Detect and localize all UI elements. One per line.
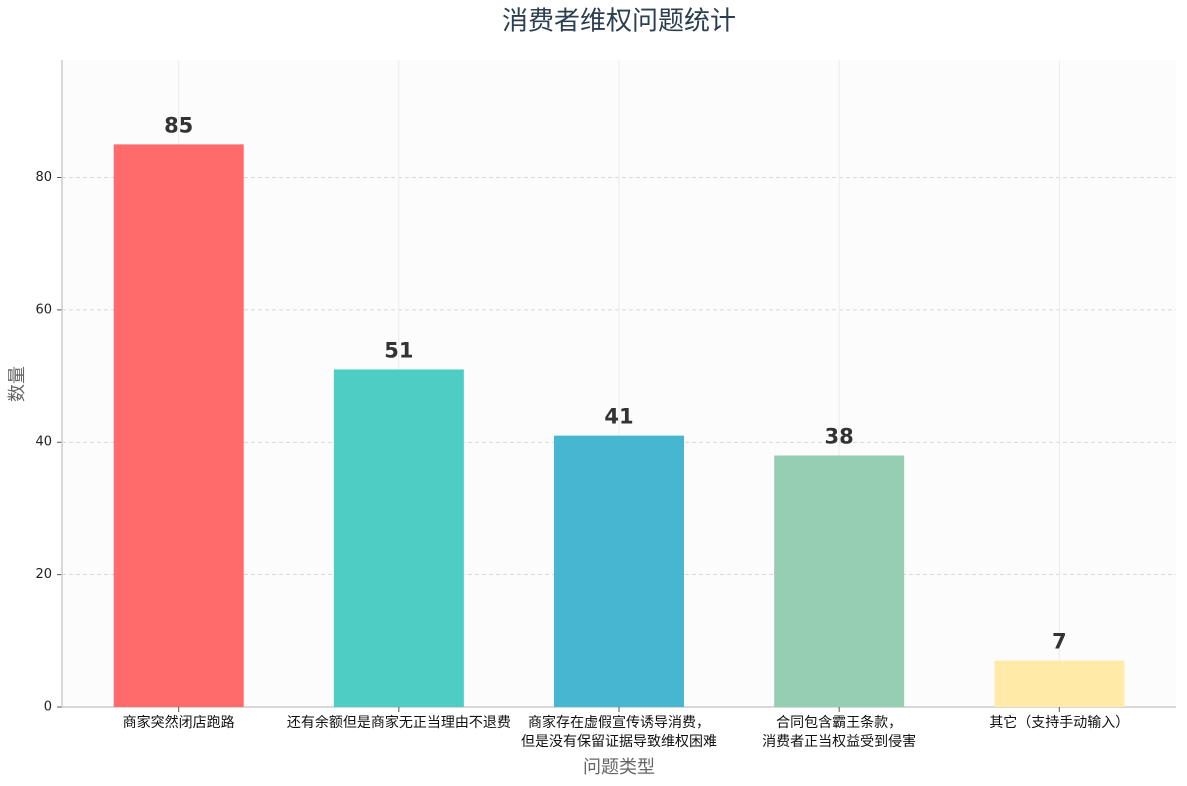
value-label: 38 (825, 424, 854, 448)
value-label: 85 (164, 113, 193, 137)
x-tick-label-line: 合同包含霸王条款， (776, 714, 902, 731)
y-tick-label: 80 (35, 170, 52, 185)
value-label: 41 (604, 405, 633, 429)
x-tick-label: 商家突然闭店跑路 (123, 714, 235, 731)
x-tick-label: 其它（支持手动输入） (989, 714, 1129, 731)
y-tick-label: 20 (35, 567, 52, 582)
bar (333, 369, 464, 707)
value-label: 51 (384, 338, 413, 362)
x-tick-label-line: 但是没有保留证据导致维权困难 (521, 734, 717, 750)
y-tick-label: 60 (35, 302, 52, 317)
bar (554, 435, 684, 707)
y-tick-label: 40 (35, 435, 52, 450)
value-label: 7 (1052, 630, 1067, 654)
y-tick-label: 0 (44, 700, 52, 715)
x-axis-label: 问题类型 (583, 757, 655, 778)
bar (994, 660, 1125, 707)
x-tick-label-line: 商家存在虚假宣传诱导消费， (528, 714, 710, 731)
y-axis-label: 数量 (7, 366, 28, 402)
x-tick-label: 合同包含霸王条款， 消费者正当权益受到侵害 (762, 714, 916, 750)
bar (774, 455, 905, 707)
bar (113, 144, 244, 708)
x-tick-label-line: 消费者正当权益受到侵害 (762, 733, 916, 750)
x-tick-label: 商家存在虚假宣传诱导消费， 但是没有保留证据导致维权困难 (521, 714, 717, 750)
x-tick-label: 还有余额但是商家无正当理由不退费 (287, 714, 511, 731)
chart-title: 消费者维权问题统计 (502, 7, 736, 37)
